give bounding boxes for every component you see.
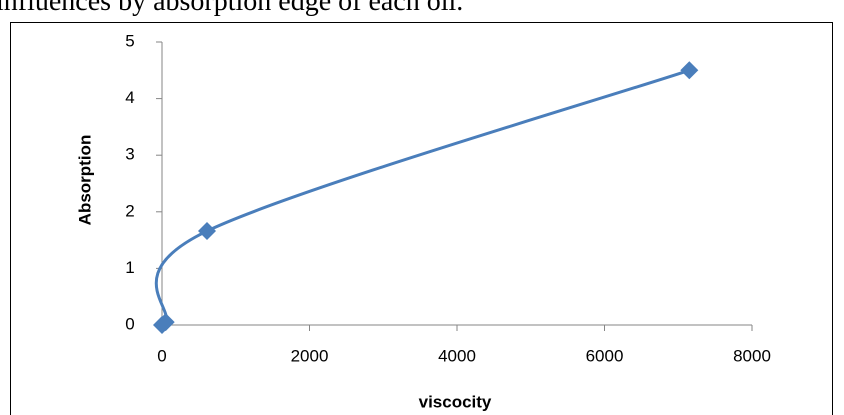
chart-frame <box>10 22 833 415</box>
y-tick-label: 0 <box>125 314 134 333</box>
y-tick-label: 2 <box>125 201 134 220</box>
y-tick-label: 3 <box>125 145 134 164</box>
x-tick-label: 0 <box>157 346 166 365</box>
data-point <box>680 61 699 80</box>
data-point <box>197 222 216 241</box>
y-tick-label: 4 <box>125 88 134 107</box>
data-point <box>156 313 175 332</box>
y-axis-label: Absorption <box>75 135 94 226</box>
x-tick-label: 6000 <box>586 346 624 365</box>
y-tick-label: 1 <box>125 258 134 277</box>
x-axis-label: viscocity <box>419 392 492 411</box>
x-tick-label: 2000 <box>291 346 329 365</box>
x-tick-label: 4000 <box>438 346 476 365</box>
y-tick-label: 5 <box>125 31 134 50</box>
x-tick-label: 8000 <box>733 346 771 365</box>
caption-text: influences by absorption edge of each oi… <box>0 0 463 17</box>
